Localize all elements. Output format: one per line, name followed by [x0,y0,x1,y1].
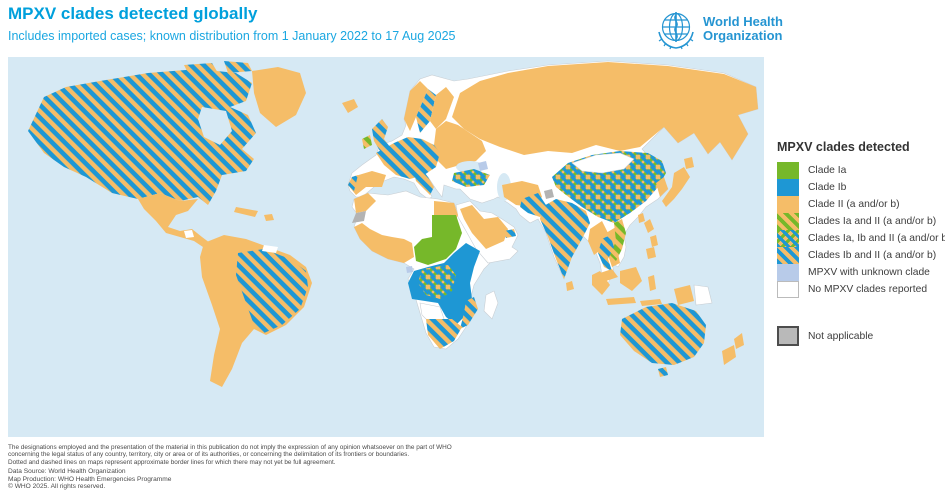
region-western-europe [376,137,440,179]
legend-swatch-clades-ia-ii [777,213,799,230]
region-pakistan [520,193,546,217]
legend-item-not-applicable: Not applicable [777,326,943,346]
legend-swatch-clade-ii [777,196,799,213]
region-mozambique [460,297,478,329]
region-equatorial-guinea-unknown [406,266,413,273]
region-norway [404,81,428,131]
legend-item-no-report: No MPXV clades reported [777,281,943,298]
region-russia [452,62,758,160]
legend-item-unknown-clade: MPXV with unknown clade [777,264,943,281]
region-portugal [348,175,358,191]
region-korea [656,177,668,197]
legend-swatch-unknown-clade [777,264,799,281]
region-papua-new-guinea [693,284,713,306]
region-kashmir-not-applicable [544,189,554,199]
region-madagascar [483,290,499,320]
region-sumatra [592,271,610,295]
world-map-panel [8,57,764,437]
legend-swatch-no-report [777,281,799,298]
region-iceland [342,99,358,113]
region-united-kingdom [372,119,390,151]
region-caucasus-unknown [478,161,488,171]
region-uae [504,229,516,238]
region-eastern-europe [434,121,486,169]
disclaimer-text: The designations employed and the presen… [8,444,452,466]
legend-item-clade-ii: Clade II (a and/or b) [777,196,943,213]
region-north-america [28,69,256,205]
region-mongolia [571,152,635,174]
legend-swatch-clades-ia-ib-ii [777,230,799,247]
region-taiwan [638,213,645,223]
source-attribution: Data Source: World Health Organization M… [8,468,171,491]
region-brazil [236,249,308,333]
who-logo: World Health Organization [655,8,783,50]
region-papua-indonesia [674,285,694,305]
region-south-africa [426,319,462,349]
region-arctic-islands-2 [224,61,252,73]
region-italy [414,169,434,195]
legend-swatch-clades-ib-ii [777,247,799,264]
region-lesser-sunda [640,299,662,306]
page-title: MPXV clades detected globally [8,4,258,23]
map-legend: MPXV clades detected Clade Ia Clade Ib C… [777,140,945,346]
region-greenland [252,67,306,127]
legend-item-clades-ib-ii: Clades Ib and II (a and/or b) [777,247,943,264]
region-cuba [234,207,258,217]
region-java [606,297,636,305]
map-production-line: Map Production: WHO Health Emergencies P… [8,475,172,483]
region-sri-lanka [566,281,574,291]
region-hispaniola [264,214,274,221]
who-emblem-icon [655,8,697,50]
region-western-sahara-not-applicable [352,211,366,223]
world-map [8,57,764,437]
region-myanmar [588,221,608,255]
legend-item-clades-ia-ib-ii: Clades Ia, Ib and II (a and/or b) [777,230,945,247]
region-guyanas [262,245,278,253]
region-philippines-2 [650,235,658,247]
region-drc [418,265,456,299]
header: MPXV clades detected globally Includes i… [8,4,456,43]
region-west-africa-coast [354,223,414,263]
region-arctic-islands-1 [184,63,218,77]
region-vietnam [610,219,626,261]
black-sea [456,161,484,173]
hudson-bay [198,107,232,145]
region-japan-hokkaido [684,157,694,169]
region-new-zealand-north [734,333,744,349]
region-japan [662,167,690,207]
data-source-line: Data Source: World Health Organization [8,468,126,475]
region-india [540,199,590,279]
legend-item-clade-ib: Clade Ib [777,179,943,196]
legend-swatch-clade-ib [777,179,799,196]
region-sweden [416,89,436,133]
region-tasmania [658,367,668,377]
legend-swatch-not-applicable [777,326,799,346]
region-sudan-car-cameroon [414,215,462,265]
page-subtitle: Includes imported cases; known distribut… [8,29,456,43]
region-australia [620,303,706,365]
legend-item-clades-ia-ii: Clades Ia and II (a and/or b) [777,213,943,230]
region-saudi-arabia [460,205,508,249]
region-philippines-1 [644,219,654,233]
region-borneo [620,267,642,291]
region-ireland [362,135,372,149]
region-morocco [354,193,376,213]
region-new-zealand-south [722,345,736,365]
region-philippines-3 [646,247,656,259]
region-nicaragua [184,230,194,238]
region-turkey [452,169,490,187]
copyright-line: © WHO 2025. All rights reserved. [8,483,106,491]
legend-item-clade-ia: Clade Ia [777,162,943,179]
who-logo-text: World Health Organization [703,14,783,43]
legend-title: MPXV clades detected [777,140,910,154]
region-finland [430,87,454,129]
region-thailand [598,235,614,271]
legend-swatch-clade-ia [777,162,799,179]
region-sulawesi [648,275,656,291]
